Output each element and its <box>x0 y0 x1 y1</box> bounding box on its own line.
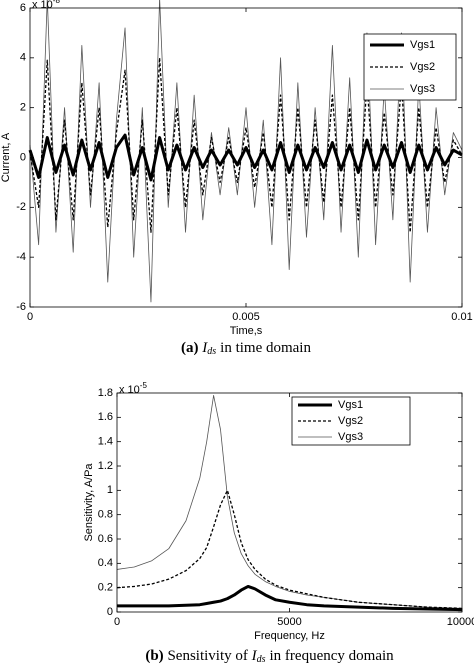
caption: (b) Sensitivity of Ids in frequency domai… <box>145 648 394 665</box>
y-tick-label: 0.8 <box>98 509 113 521</box>
legend-label: Vgs1 <box>410 39 435 51</box>
x-tick-label: 0.01 <box>451 311 472 323</box>
y-tick-label: 0.2 <box>98 582 113 594</box>
multiplier-base: x 10 <box>32 0 53 11</box>
x-tick-label: 10000 <box>447 616 474 628</box>
legend-label: Vgs3 <box>410 83 435 95</box>
caption-text: in time domain <box>220 340 311 356</box>
y-tick-label: 1.8 <box>98 387 113 399</box>
caption-symbol: I <box>201 340 208 356</box>
y-tick-label: 1 <box>107 484 113 496</box>
caption-subscript: ds <box>207 346 216 357</box>
y-tick-label: -6 <box>16 301 26 313</box>
y-axis-label: Current, A <box>0 132 12 182</box>
multiplier-exponent: -8 <box>53 0 61 5</box>
caption-text: Sensitivity of <box>167 648 247 664</box>
legend-label: Vgs2 <box>338 415 363 427</box>
series-line <box>117 584 463 612</box>
y-tick-label: 0 <box>107 606 113 618</box>
series-line <box>28 133 463 182</box>
series-line <box>116 489 463 609</box>
x-tick-label: 0.005 <box>232 311 260 323</box>
caption-symbol: I <box>251 648 258 664</box>
multiplier-exponent: -5 <box>140 381 148 390</box>
caption-text: in frequency domain <box>270 648 395 664</box>
caption-label: (b) <box>145 648 163 664</box>
y-axis-label: Sensitivity, A/Pa <box>83 463 95 542</box>
legend-label: Vgs2 <box>410 61 435 73</box>
y-tick-label: 4 <box>20 52 26 64</box>
x-axis-label: Frequency, Hz <box>254 630 325 642</box>
x-tick-label: 5000 <box>277 616 301 628</box>
y-tick-label: 1.2 <box>98 460 113 472</box>
caption-subscript: ds <box>257 654 266 665</box>
y-tick-label: 2 <box>20 102 26 114</box>
legend-label: Vgs1 <box>338 399 363 411</box>
y-tick-label: 1.6 <box>98 411 113 423</box>
y-multiplier: x 10-8 <box>32 0 60 11</box>
x-tick-label: 0 <box>27 311 33 323</box>
y-tick-label: 1.4 <box>98 436 113 448</box>
y-tick-label: 0.4 <box>98 557 113 569</box>
y-tick-label: 0.6 <box>98 533 113 545</box>
legend-label: Vgs3 <box>338 431 363 443</box>
x-tick-label: 0 <box>114 616 120 628</box>
y-multiplier: x 10-5 <box>119 381 147 396</box>
x-axis-label: Time,s <box>230 325 263 337</box>
caption: (a) Ids in time domain <box>181 340 311 357</box>
y-tick-label: 0 <box>20 151 26 163</box>
caption-label: (a) <box>181 340 199 356</box>
y-tick-label: -2 <box>16 201 26 213</box>
multiplier-base: x 10 <box>119 384 140 396</box>
y-tick-label: -4 <box>16 251 26 263</box>
y-tick-label: 6 <box>20 2 26 14</box>
